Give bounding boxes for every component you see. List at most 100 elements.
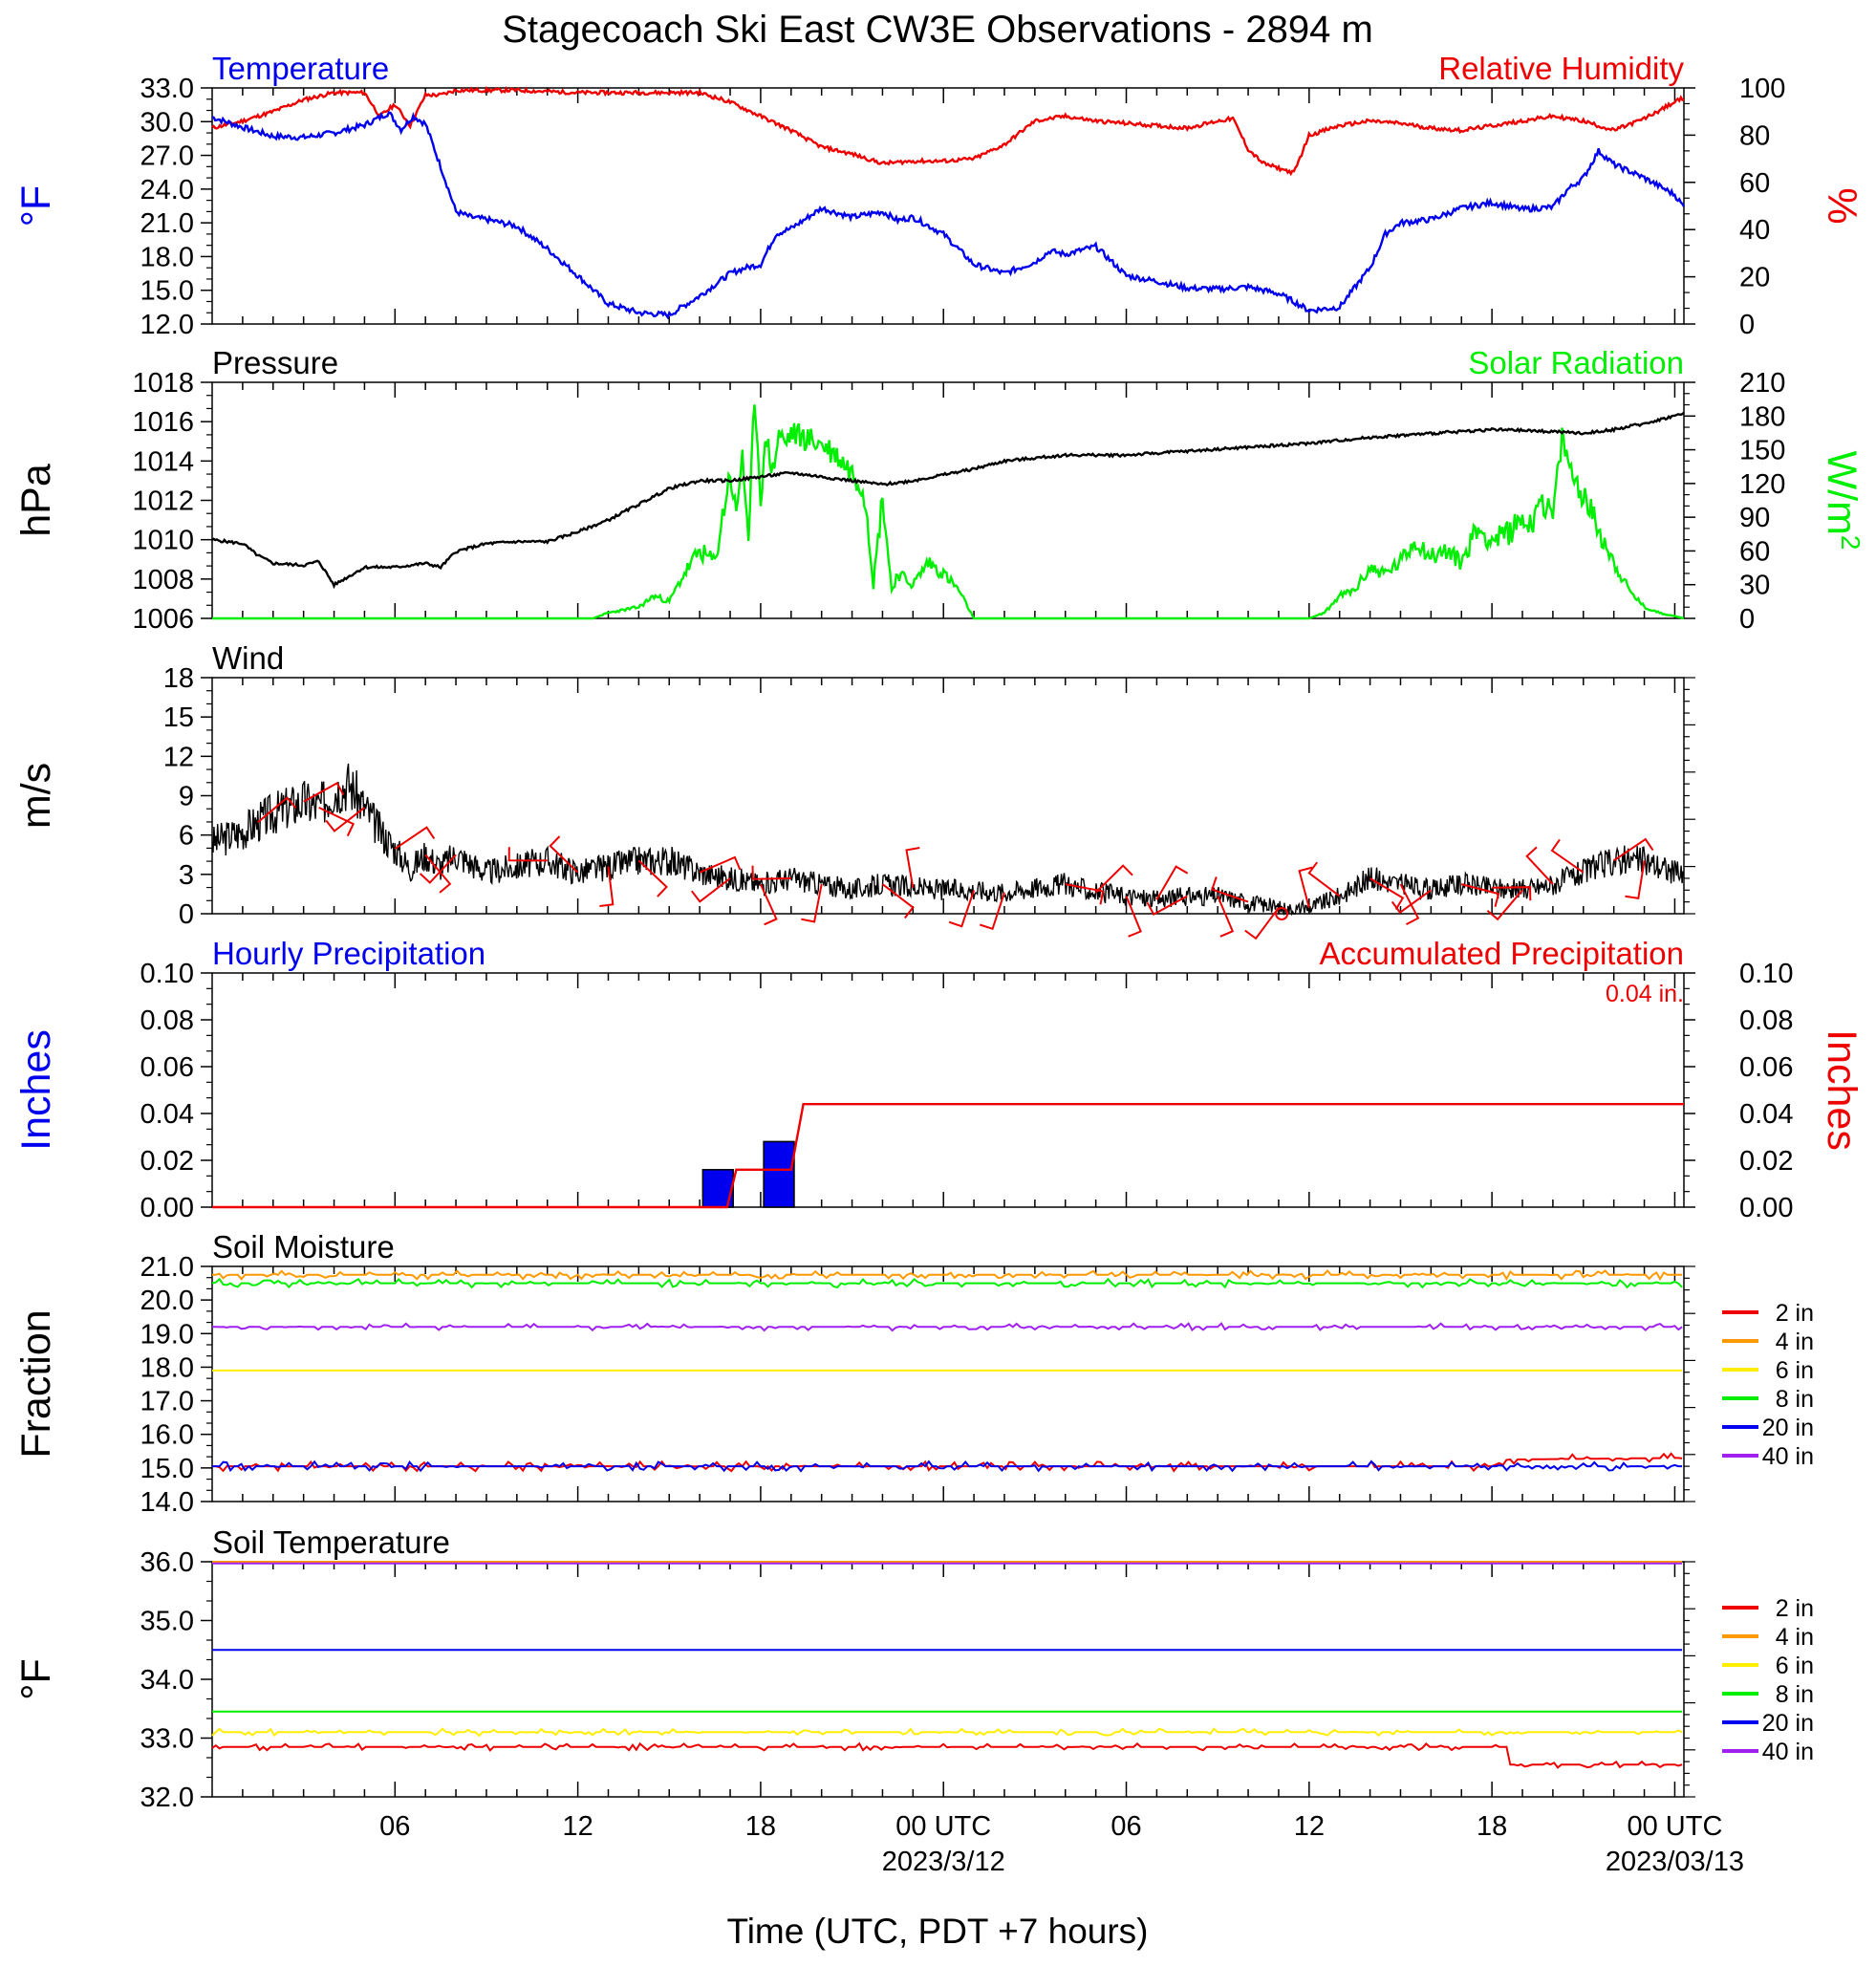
y-tick-label-left: 15 bbox=[163, 702, 194, 733]
wind-barb bbox=[1217, 896, 1235, 938]
y-tick-label-right: 60 bbox=[1739, 168, 1770, 199]
wind-barb bbox=[1244, 907, 1280, 940]
y-tick-label-left: 30.0 bbox=[140, 107, 194, 138]
y-tick-label-left: 34.0 bbox=[140, 1665, 194, 1696]
y-tick-label-left: 18.0 bbox=[140, 242, 194, 272]
y-tick-label-left: 3 bbox=[179, 860, 194, 891]
y-tick-label-left: 0.08 bbox=[140, 1005, 194, 1036]
right-axis-unit: Inches bbox=[1819, 1029, 1865, 1151]
wind-barb bbox=[599, 866, 615, 907]
x-tick-label: 06 bbox=[1111, 1811, 1141, 1842]
wind-barb bbox=[1460, 883, 1500, 907]
x-axis-label: Time (UTC, PDT +7 hours) bbox=[726, 1912, 1148, 1951]
y-tick-label-left: 0.06 bbox=[140, 1052, 194, 1083]
y-tick-label-right: 0.06 bbox=[1739, 1052, 1793, 1083]
y-tick-label-left: 15.0 bbox=[140, 1454, 194, 1484]
y-tick-label-right: 20 bbox=[1739, 263, 1770, 293]
wind-barb bbox=[948, 889, 976, 928]
legend-label-8in: 8 in bbox=[1776, 1386, 1814, 1413]
wind-barb bbox=[979, 892, 1005, 931]
hourly-precip-bar-2 bbox=[763, 1140, 795, 1208]
wind-barb bbox=[419, 854, 457, 884]
y-tick-label-left: 21.0 bbox=[140, 1252, 194, 1283]
x-tick-label: 00 UTC bbox=[1627, 1811, 1722, 1842]
wind-barb bbox=[303, 782, 345, 803]
right-axis-unit-superscript: 2 bbox=[1836, 535, 1865, 551]
wind-barb bbox=[1298, 866, 1313, 909]
wind-barb bbox=[1625, 860, 1646, 900]
temperature-line bbox=[211, 111, 1686, 320]
wind-barb bbox=[318, 806, 356, 837]
legend-label-4in: 4 in bbox=[1776, 1624, 1814, 1651]
panel-5-title-left: Soil Moisture bbox=[212, 1229, 395, 1264]
y-tick-label-left: 1008 bbox=[132, 565, 194, 595]
wind-barb bbox=[1525, 846, 1554, 885]
pressure-line bbox=[211, 411, 1685, 590]
legend-label-40in: 40 in bbox=[1762, 1443, 1814, 1470]
y-tick-label-right: 60 bbox=[1739, 536, 1770, 567]
y-tick-label-left: 1018 bbox=[132, 368, 194, 399]
y-tick-label-left: 9 bbox=[179, 782, 194, 812]
y-tick-label-left: 18.0 bbox=[140, 1352, 194, 1383]
wind-barb bbox=[881, 883, 915, 919]
wind-barb bbox=[691, 877, 731, 903]
y-tick-label-left: 18 bbox=[163, 663, 194, 694]
wind-barb bbox=[1369, 877, 1405, 911]
wind-barb bbox=[1155, 865, 1189, 900]
wind-barb bbox=[1486, 889, 1523, 921]
y-tick-label-left: 15.0 bbox=[140, 276, 194, 307]
wind-barb bbox=[549, 835, 579, 874]
wind-barb bbox=[1307, 861, 1341, 897]
legend-label-20in: 20 in bbox=[1762, 1415, 1814, 1441]
x-tick-label: 06 bbox=[379, 1811, 410, 1842]
soil-moisture-line-4in bbox=[212, 1269, 1683, 1282]
y-tick-label-left: 21.0 bbox=[140, 208, 194, 239]
wind-barb bbox=[424, 854, 452, 894]
wind-barb bbox=[699, 855, 742, 874]
chart-title: Stagecoach Ski East CW3E Observations - … bbox=[502, 9, 1373, 51]
y-tick-label-left: 0.02 bbox=[140, 1146, 194, 1177]
panel-3-title-left: Wind bbox=[212, 640, 284, 676]
legend-label-4in: 4 in bbox=[1776, 1329, 1814, 1355]
soil-moisture-line-8in bbox=[211, 1277, 1683, 1289]
panel-4-frame bbox=[211, 972, 1685, 1208]
solar-radiation-line bbox=[212, 404, 1685, 620]
wind-barb bbox=[1399, 883, 1420, 925]
y-tick-label-left: 27.0 bbox=[140, 141, 194, 172]
y-tick-label-right: 100 bbox=[1739, 74, 1785, 104]
y-tick-label-right: 0 bbox=[1739, 310, 1755, 340]
wind-barb bbox=[637, 859, 668, 897]
y-tick-label-right: 0 bbox=[1739, 604, 1755, 635]
y-tick-label-left: 33.0 bbox=[140, 74, 194, 104]
y-tick-label-left: 0.04 bbox=[140, 1099, 194, 1130]
legend-label-6in: 6 in bbox=[1776, 1653, 1814, 1679]
wind-barb bbox=[1391, 889, 1432, 915]
soil-moisture-line-20in bbox=[212, 1459, 1683, 1473]
wind-barb bbox=[759, 883, 778, 926]
left-axis-unit: °F bbox=[13, 185, 59, 227]
wind-barb bbox=[1094, 864, 1133, 894]
y-tick-label-left: 14.0 bbox=[140, 1487, 194, 1518]
legend-label-20in: 20 in bbox=[1762, 1710, 1814, 1737]
x-date-label: 2023/03/13 bbox=[1606, 1847, 1744, 1877]
y-tick-label-left: 6 bbox=[179, 821, 194, 852]
y-tick-label-right: 0.04 bbox=[1739, 1099, 1793, 1130]
wind-barb bbox=[1492, 886, 1532, 901]
x-tick-label: 18 bbox=[745, 1811, 776, 1842]
y-tick-label-left: 32.0 bbox=[140, 1783, 194, 1813]
y-tick-label-right: 90 bbox=[1739, 503, 1770, 533]
wind-barb bbox=[507, 847, 548, 862]
y-tick-label-left: 19.0 bbox=[140, 1319, 194, 1350]
x-tick-label: 12 bbox=[1294, 1811, 1325, 1842]
accumulated-total-label: 0.04 in. bbox=[1606, 981, 1684, 1007]
y-tick-label-left: 17.0 bbox=[140, 1387, 194, 1417]
y-tick-label-left: 0 bbox=[179, 899, 194, 930]
y-tick-label-left: 24.0 bbox=[140, 175, 194, 205]
y-tick-label-right: 0.08 bbox=[1739, 1005, 1793, 1036]
wind-barb bbox=[1211, 876, 1249, 903]
y-tick-label-right: 80 bbox=[1739, 120, 1770, 151]
wind-barb bbox=[1125, 896, 1142, 938]
y-tick-label-right: 30 bbox=[1739, 571, 1770, 601]
